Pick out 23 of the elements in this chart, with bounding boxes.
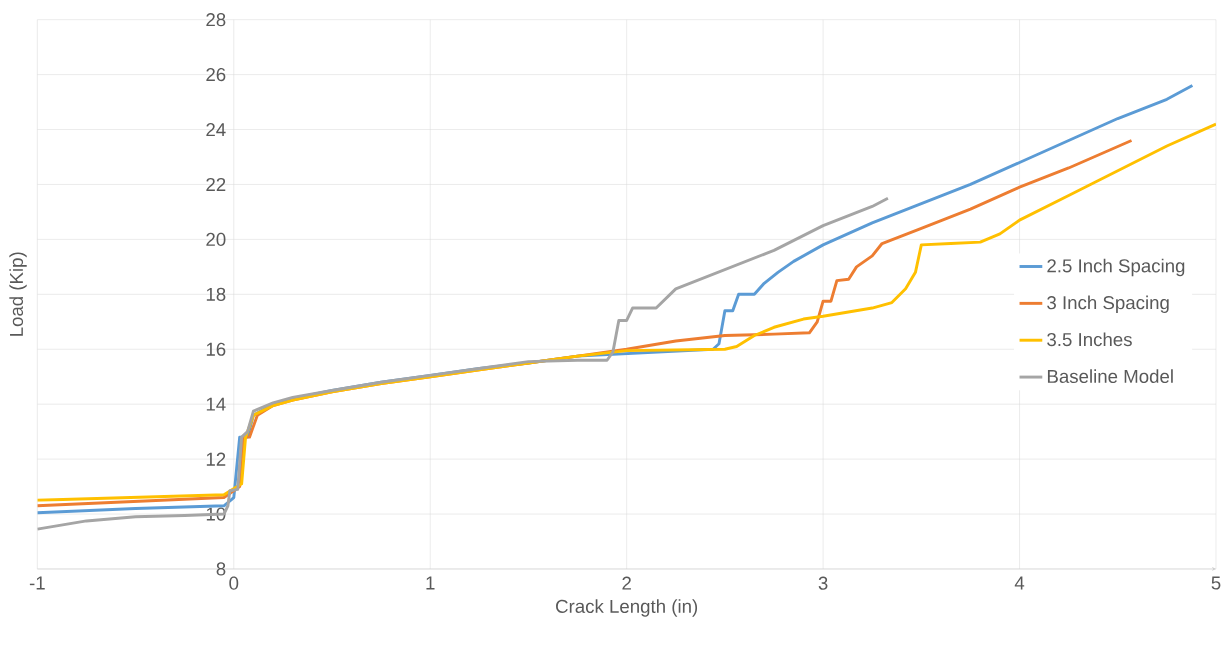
- legend-label: Baseline Model: [1047, 369, 1173, 384]
- y-tick-label: 8: [216, 562, 226, 576]
- x-tick-label: 1: [426, 576, 435, 590]
- x-tick-label: 2: [622, 576, 631, 590]
- legend-label: 3.5 Inches: [1047, 332, 1132, 347]
- y-tick-label: 14: [206, 397, 226, 411]
- y-tick-label: 26: [206, 67, 226, 82]
- x-tick-label: 0: [229, 576, 239, 590]
- y-tick-label: 12: [206, 452, 226, 466]
- y-tick-label: 22: [206, 177, 226, 191]
- y-tick-label: 20: [206, 232, 226, 246]
- y-axis-title: Load (Kip): [9, 252, 27, 336]
- y-tick-label: 24: [206, 122, 226, 137]
- y-tick-label: 16: [206, 342, 226, 356]
- x-tick-label: 5: [1211, 576, 1221, 590]
- x-axis-title: Crack Length (in): [556, 599, 698, 617]
- y-tick-label: 28: [206, 13, 226, 27]
- x-tick-label: -1: [29, 576, 45, 590]
- legend-label: 3 Inch Spacing: [1047, 295, 1169, 313]
- x-tick-label: 3: [818, 576, 828, 590]
- y-tick-label: 18: [206, 287, 226, 301]
- x-tick-label: 4: [1014, 576, 1025, 590]
- legend-label: 2.5 Inch Spacing: [1047, 258, 1185, 277]
